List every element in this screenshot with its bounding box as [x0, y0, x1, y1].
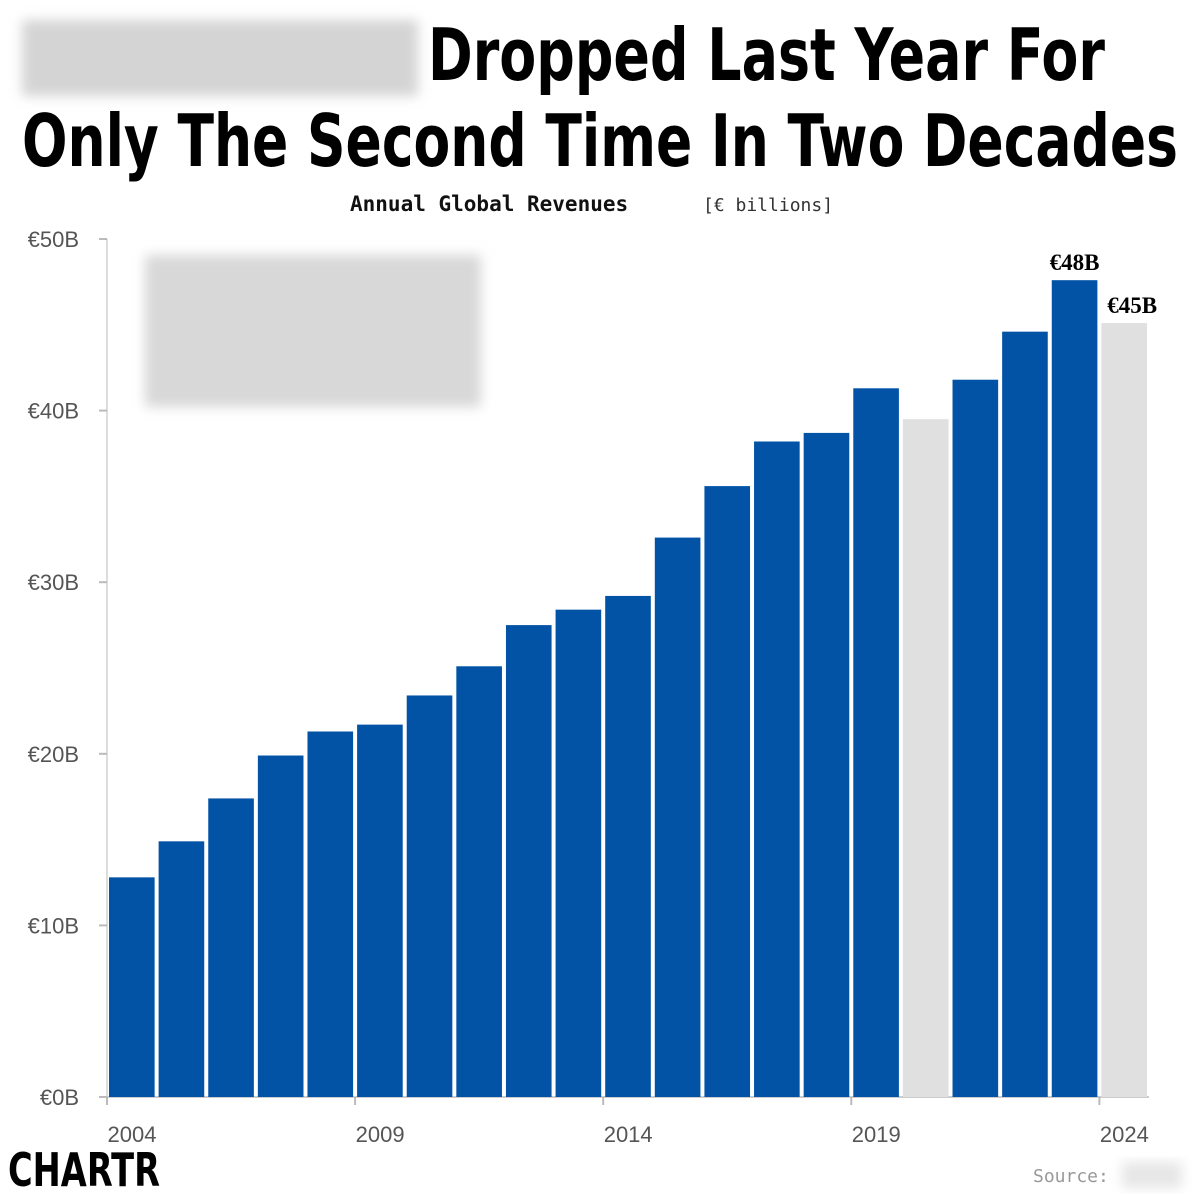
- bar: [1002, 331, 1048, 1097]
- bar: [357, 724, 403, 1097]
- bar: [754, 441, 800, 1097]
- bar: [803, 432, 850, 1098]
- x-tick-label: 2024: [1100, 1122, 1149, 1147]
- source: Source:: [1033, 1166, 1109, 1187]
- bar: [109, 877, 155, 1097]
- x-tick-label: 2014: [604, 1122, 653, 1147]
- bar: [1101, 323, 1147, 1098]
- logo: CHARTR: [8, 1143, 160, 1197]
- chart-title: Dropped Last Year For: [428, 13, 1105, 97]
- x-tick-label: 2009: [356, 1122, 405, 1147]
- redacted-box: [145, 255, 481, 407]
- bar: [208, 798, 254, 1097]
- bar: [654, 537, 701, 1097]
- bar: [704, 486, 751, 1097]
- redacted-box: [22, 20, 418, 96]
- value-label: €45B: [1107, 293, 1157, 318]
- value-label: €48B: [1050, 250, 1100, 275]
- x-tick-label: 2004: [108, 1122, 157, 1147]
- bar: [952, 379, 999, 1097]
- bar: [307, 731, 354, 1097]
- y-tick-label: €40B: [28, 399, 79, 424]
- bar: [406, 695, 453, 1097]
- unit-label: [€ billions]: [703, 195, 833, 216]
- bar: [902, 419, 949, 1097]
- bar: [555, 609, 602, 1097]
- chart-subtitle: Annual Global Revenues: [350, 192, 628, 216]
- bar: [158, 841, 205, 1097]
- bar: [605, 595, 651, 1097]
- y-tick-label: €20B: [28, 742, 79, 767]
- y-tick-label: €0B: [40, 1085, 79, 1110]
- chart-title: Only The Second Time In Two Decades: [22, 99, 1178, 183]
- y-tick-label: €10B: [28, 913, 79, 938]
- bar: [257, 755, 304, 1097]
- y-tick-label: €30B: [28, 570, 79, 595]
- bar: [456, 666, 502, 1097]
- bar: [1051, 280, 1098, 1098]
- redacted-box: [1122, 1162, 1182, 1188]
- bar: [853, 388, 899, 1097]
- x-tick-label: 2019: [852, 1122, 901, 1147]
- bar: [505, 625, 552, 1097]
- y-tick-label: €50B: [28, 227, 79, 252]
